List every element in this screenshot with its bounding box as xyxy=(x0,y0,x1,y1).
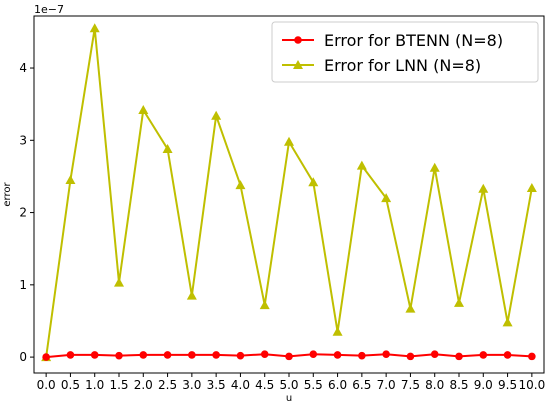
y-tick-label: 2 xyxy=(19,206,27,220)
series-btenn-point xyxy=(139,351,148,359)
series-btenn-point xyxy=(358,351,366,360)
legend-item-btenn: Error for BTENN (Ν=8) xyxy=(282,31,503,50)
series-btenn-point xyxy=(188,351,196,359)
series-lnn-point xyxy=(356,160,367,170)
y-tick-label: 1 xyxy=(19,278,27,292)
series-btenn-point xyxy=(236,351,245,360)
series-lnn xyxy=(41,23,537,362)
x-tick-label: 6.5 xyxy=(352,378,371,392)
series-lnn-point xyxy=(381,193,392,203)
x-tick-label: 8.5 xyxy=(449,378,468,392)
series-lnn-point xyxy=(526,182,537,192)
series-lnn-point xyxy=(162,143,173,153)
series-lnn-point xyxy=(502,317,513,327)
x-tick-label: 5.0 xyxy=(279,378,298,392)
y-tick-label: 0 xyxy=(19,350,27,364)
series-lnn-point xyxy=(186,290,197,300)
plot-area xyxy=(41,23,537,362)
y-axis: 0 1 2 3 4 xyxy=(19,61,34,364)
x-tick-label: 3.0 xyxy=(182,378,201,392)
series-btenn-point xyxy=(430,350,439,359)
series-lnn-point xyxy=(284,136,294,146)
y-tick-label: 4 xyxy=(19,61,27,75)
series-lnn-point xyxy=(138,104,149,114)
y-tick-label: 3 xyxy=(19,133,27,147)
x-tick-label: 7.5 xyxy=(401,378,420,392)
x-tick-label: 2.0 xyxy=(134,378,153,392)
series-btenn-point xyxy=(163,351,172,359)
series-lnn-point xyxy=(211,110,222,120)
series-lnn-point xyxy=(308,177,319,187)
series-btenn-point xyxy=(66,351,75,359)
legend-item-lnn: Error for LNN (Ν=8) xyxy=(282,56,481,75)
series-btenn-point xyxy=(455,352,463,361)
series-btenn-point xyxy=(260,350,269,359)
legend-label-lnn: Error for LNN (Ν=8) xyxy=(324,56,481,75)
x-tick-label: 0.5 xyxy=(61,378,80,392)
series-btenn-point xyxy=(528,352,536,361)
x-tick-label: 8.0 xyxy=(425,378,444,392)
series-lnn-point xyxy=(65,175,76,185)
x-tick-label: 5.5 xyxy=(304,378,323,392)
legend-marker-btenn xyxy=(294,36,302,44)
series-btenn-point xyxy=(333,351,342,359)
series-btenn-point xyxy=(42,353,50,361)
x-axis: 0.0 0.5 1.0 1.5 2.0 2.5 3.0 3.5 4.0 4.5 5.0 5.5 6.0 6… xyxy=(37,373,545,392)
series-lnn-point xyxy=(454,297,464,307)
series-btenn-point xyxy=(285,352,293,361)
series-lnn-point xyxy=(114,277,124,287)
x-tick-label: 7.0 xyxy=(377,378,396,392)
series-lnn-point xyxy=(429,162,440,172)
series-lnn-point xyxy=(259,300,270,310)
series-btenn-point xyxy=(115,351,123,360)
x-tick-label: 0.0 xyxy=(37,378,56,392)
y-axis-label: error xyxy=(2,182,13,207)
series-btenn-point xyxy=(406,352,415,361)
x-tick-label: 4.0 xyxy=(231,378,250,392)
x-axis-label: u xyxy=(286,393,292,404)
y-scale-exponent: 1e−7 xyxy=(34,3,64,16)
series-btenn xyxy=(42,350,536,361)
x-tick-label: 1.0 xyxy=(85,378,104,392)
legend-marker-lnn xyxy=(293,60,303,69)
x-tick-label: 9.0 xyxy=(474,378,493,392)
series-btenn-point xyxy=(479,351,488,359)
x-tick-label: 6.0 xyxy=(328,378,347,392)
legend-label-btenn: Error for BTENN (Ν=8) xyxy=(324,31,503,50)
series-lnn-point xyxy=(89,23,100,33)
series-btenn-point xyxy=(382,350,390,359)
series-btenn-point xyxy=(212,351,220,359)
series-lnn-point xyxy=(478,183,489,193)
series-btenn-point xyxy=(90,351,99,359)
x-tick-label: 2.5 xyxy=(158,378,177,392)
x-tick-label: 4.5 xyxy=(255,378,274,392)
series-lnn-point xyxy=(332,326,343,336)
x-tick-label: 3.5 xyxy=(207,378,226,392)
series-lnn-point xyxy=(405,303,416,313)
legend-box xyxy=(271,21,539,83)
x-tick-label: 9.5 xyxy=(498,378,517,392)
legend: Error for BTENN (Ν=8) Error for LNN (Ν=8) xyxy=(271,21,539,83)
x-tick-label: 1.5 xyxy=(109,378,128,392)
series-lnn-point xyxy=(235,180,246,190)
series-btenn-point xyxy=(503,351,512,359)
x-tick-label: 10.0 xyxy=(518,378,545,392)
series-btenn-point xyxy=(309,350,318,359)
